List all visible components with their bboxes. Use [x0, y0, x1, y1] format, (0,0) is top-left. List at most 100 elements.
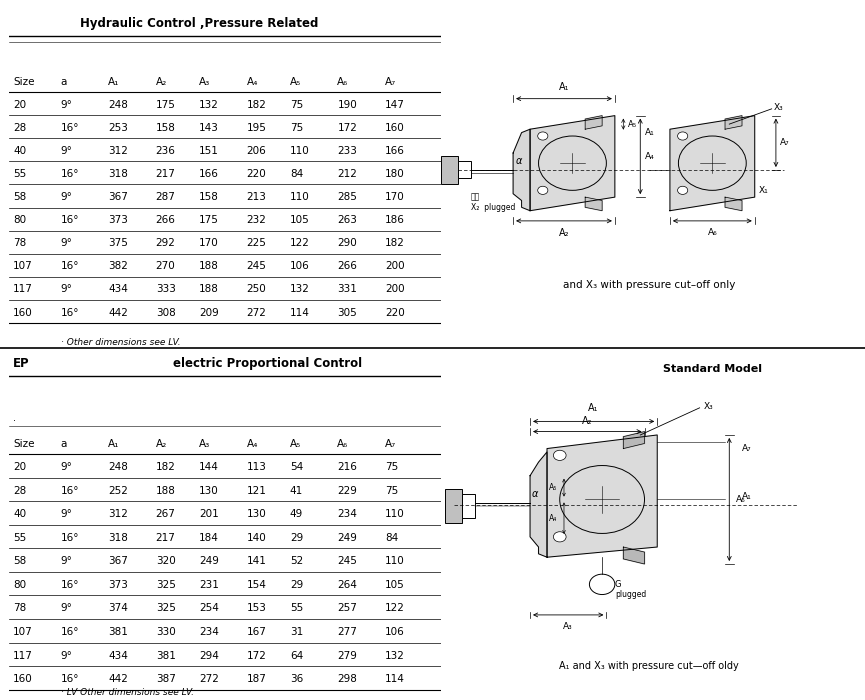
Text: 234: 234	[337, 509, 357, 519]
Text: 9°: 9°	[61, 603, 73, 613]
Text: 31: 31	[290, 627, 303, 637]
Text: X₁: X₁	[759, 186, 769, 195]
Text: 330: 330	[156, 627, 176, 637]
Text: 9°: 9°	[61, 284, 73, 295]
Text: 172: 172	[247, 650, 266, 661]
Text: 80: 80	[13, 215, 26, 225]
Text: 442: 442	[108, 307, 128, 318]
Polygon shape	[586, 116, 602, 130]
Text: 75: 75	[290, 100, 303, 110]
Text: 217: 217	[156, 533, 176, 542]
Text: 249: 249	[337, 533, 357, 542]
Text: 132: 132	[290, 284, 310, 295]
Text: 195: 195	[247, 123, 266, 133]
Text: 75: 75	[385, 462, 398, 472]
Text: A₃: A₃	[199, 438, 210, 449]
Text: EP: EP	[13, 357, 29, 370]
Text: 225: 225	[247, 238, 266, 248]
Text: A₇: A₇	[385, 438, 396, 449]
Text: 175: 175	[199, 215, 219, 225]
Text: 373: 373	[108, 215, 128, 225]
Text: 250: 250	[247, 284, 266, 295]
Text: a: a	[61, 77, 67, 87]
Text: 9°: 9°	[61, 462, 73, 472]
Text: 107: 107	[13, 627, 33, 637]
Text: 154: 154	[247, 580, 266, 590]
Circle shape	[554, 450, 566, 461]
Text: 232: 232	[247, 215, 266, 225]
Text: 55: 55	[13, 533, 26, 542]
Text: 153: 153	[247, 603, 266, 613]
Text: 325: 325	[156, 580, 176, 590]
Text: A₇: A₇	[385, 77, 396, 87]
Text: 318: 318	[108, 169, 128, 179]
Text: 182: 182	[247, 100, 266, 110]
Text: 130: 130	[199, 486, 219, 496]
Text: X₂  plugged: X₂ plugged	[471, 203, 516, 212]
Text: A₄: A₄	[549, 514, 558, 523]
Text: 180: 180	[385, 169, 405, 179]
Text: 272: 272	[247, 307, 266, 318]
Text: 29: 29	[290, 533, 303, 542]
Text: 263: 263	[337, 215, 357, 225]
Text: 141: 141	[247, 556, 266, 566]
Text: 160: 160	[13, 307, 33, 318]
Text: 110: 110	[290, 146, 310, 156]
Text: 209: 209	[199, 307, 219, 318]
Text: 55: 55	[290, 603, 303, 613]
Bar	[441, 156, 458, 183]
Text: Hydraulic Control ,Pressure Related: Hydraulic Control ,Pressure Related	[80, 18, 318, 30]
Text: 381: 381	[156, 650, 176, 661]
Text: 158: 158	[156, 123, 176, 133]
Text: 325: 325	[156, 603, 176, 613]
Text: 54: 54	[290, 462, 303, 472]
Text: 277: 277	[337, 627, 357, 637]
Text: Size: Size	[13, 77, 35, 87]
Text: 143: 143	[199, 123, 219, 133]
Text: A₅: A₅	[628, 120, 637, 129]
Text: 287: 287	[156, 192, 176, 202]
Text: A₁: A₁	[742, 491, 752, 500]
Text: 272: 272	[199, 674, 219, 684]
Text: 132: 132	[385, 650, 405, 661]
Text: 16°: 16°	[61, 215, 79, 225]
Text: 254: 254	[199, 603, 219, 613]
Text: 290: 290	[337, 238, 357, 248]
Text: 333: 333	[156, 284, 176, 295]
Text: 267: 267	[156, 509, 176, 519]
Text: and X₃ with pressure cut–off only: and X₃ with pressure cut–off only	[562, 281, 735, 290]
Bar	[445, 489, 462, 524]
Text: 78: 78	[13, 603, 26, 613]
Text: 107: 107	[13, 261, 33, 272]
Text: 305: 305	[337, 307, 357, 318]
Polygon shape	[530, 116, 615, 211]
Circle shape	[677, 186, 688, 195]
Text: 9°: 9°	[61, 650, 73, 661]
Text: 434: 434	[108, 284, 128, 295]
Text: electric Proportional Control: electric Proportional Control	[173, 357, 362, 370]
Text: 113: 113	[247, 462, 266, 472]
Text: 266: 266	[156, 215, 176, 225]
Text: 122: 122	[290, 238, 310, 248]
Text: 堵死: 堵死	[471, 193, 480, 202]
Text: 110: 110	[290, 192, 310, 202]
Text: 132: 132	[199, 100, 219, 110]
Text: 16°: 16°	[61, 307, 79, 318]
Text: 292: 292	[156, 238, 176, 248]
Text: 190: 190	[337, 100, 357, 110]
Text: 106: 106	[290, 261, 310, 272]
Text: 78: 78	[13, 238, 26, 248]
Text: 16°: 16°	[61, 123, 79, 133]
Text: 9°: 9°	[61, 238, 73, 248]
Text: 331: 331	[337, 284, 357, 295]
Text: 233: 233	[337, 146, 357, 156]
Text: 105: 105	[290, 215, 310, 225]
Text: 41: 41	[290, 486, 303, 496]
Text: 84: 84	[290, 169, 303, 179]
Text: 16°: 16°	[61, 580, 79, 590]
Text: 249: 249	[199, 556, 219, 566]
Text: 367: 367	[108, 556, 128, 566]
Circle shape	[554, 532, 566, 542]
Text: 245: 245	[337, 556, 357, 566]
Text: 220: 220	[385, 307, 405, 318]
